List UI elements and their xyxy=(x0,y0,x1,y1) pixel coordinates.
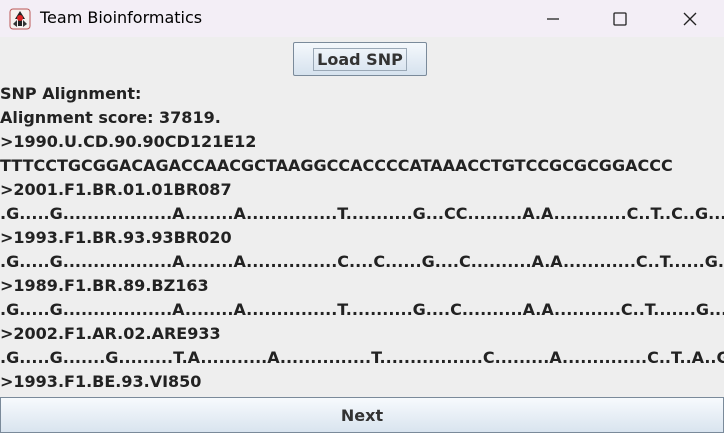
snp-row: .G.....G..................A........A....… xyxy=(0,300,724,319)
sequence-header: >2001.F1.BR.01.01BR087 xyxy=(0,180,232,199)
maximize-icon xyxy=(613,11,627,26)
snp-row: .G.....G..................A........A....… xyxy=(0,252,724,271)
minimize-icon xyxy=(547,17,559,20)
reference-sequence: TTTCCTGCGGACAGACCAACGCTAAGGCCACCCCATAAAC… xyxy=(0,156,673,175)
window-title: Team Bioinformatics xyxy=(40,8,203,27)
title-bar[interactable]: Team Bioinformatics xyxy=(0,0,724,37)
sequence-header: >1990.U.CD.90.90CD121E12 xyxy=(0,132,257,151)
alignment-heading: SNP Alignment: xyxy=(0,84,142,103)
sequence-header: >1989.F1.BR.89.BZ163 xyxy=(0,276,209,295)
sequence-header: >2002.F1.AR.02.ARE933 xyxy=(0,324,221,343)
minimize-button[interactable] xyxy=(530,0,576,37)
load-snp-label: Load SNP xyxy=(313,47,407,71)
sequence-header: >1993.F1.BR.93.93BR020 xyxy=(0,228,232,247)
close-button[interactable] xyxy=(667,0,713,37)
snp-row: .G.....G.......G.........T.A...........A… xyxy=(0,348,724,367)
java-duke-icon xyxy=(9,8,31,30)
next-button[interactable]: Next xyxy=(0,397,724,433)
alignment-text-area[interactable]: SNP Alignment: Alignment score: 37819. >… xyxy=(0,84,724,396)
next-label: Next xyxy=(340,405,384,425)
maximize-button[interactable] xyxy=(597,0,643,37)
close-icon xyxy=(683,12,697,25)
snp-row: .G.....G..................A........A....… xyxy=(0,204,724,223)
sequence-header: >1993.F1.BE.93.VI850 xyxy=(0,372,202,391)
alignment-score: Alignment score: 37819. xyxy=(0,108,221,127)
load-snp-button[interactable]: Load SNP xyxy=(293,42,427,76)
